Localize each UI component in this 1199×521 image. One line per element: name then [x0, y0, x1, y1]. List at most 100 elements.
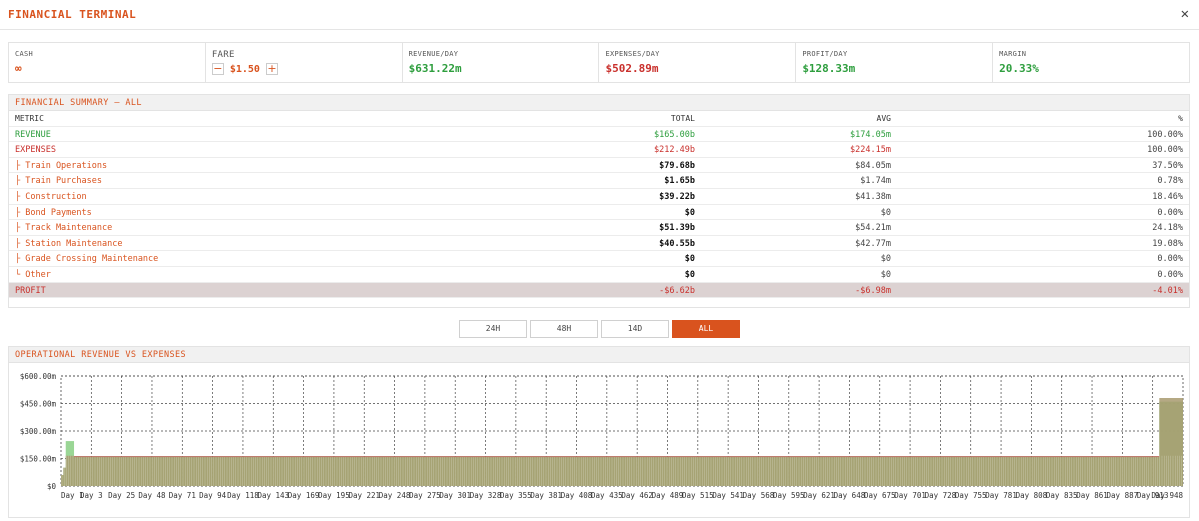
y-tick-label: $150.00m	[20, 455, 57, 464]
table-row: ├ Train Purchases $1.65b $1.74m 0.78%	[9, 173, 1189, 189]
item-total: $0	[684, 254, 695, 265]
stat-fare: FARE − $1.50 +	[206, 43, 403, 82]
fare-value: $1.50	[229, 63, 260, 75]
table-row: ├ Grade Crossing Maintenance $0 $0 0.00%	[9, 251, 1189, 267]
x-tick-label: Day 913	[1137, 491, 1169, 500]
y-tick-label: $450.00m	[20, 400, 57, 409]
revenue-pct: 100.00%	[1147, 129, 1183, 140]
fare-decrease-button[interactable]: −	[211, 62, 224, 75]
x-tick-label: Day 781	[985, 491, 1017, 500]
table-row: ├ Station Maintenance $40.55b $42.77m 19…	[9, 236, 1189, 252]
profit-row: PROFIT -$6.62b -$6.98m -4.01%	[9, 282, 1189, 299]
header-avg: AVG	[876, 114, 891, 123]
profit-total: -$6.62b	[659, 285, 695, 296]
item-total: $40.55b	[659, 238, 695, 249]
x-tick-label: Day 887	[1107, 491, 1139, 500]
stat-cash-value: ∞	[15, 62, 22, 75]
x-tick-label: Day 462	[621, 491, 653, 500]
x-tick-label: Day 143	[257, 491, 289, 500]
stat-cash-label: CASH	[15, 50, 34, 58]
item-pct: 0.00%	[1157, 254, 1183, 265]
x-tick-label: Day 515	[682, 491, 714, 500]
expenses-avg: $224.15m	[850, 145, 891, 156]
profit-pct: -4.01%	[1152, 285, 1183, 296]
x-tick-label: Day 48	[138, 491, 166, 500]
range-button-all[interactable]: ALL	[672, 320, 740, 338]
item-pct: 37.50%	[1152, 160, 1183, 171]
window-title: FINANCIAL TERMINAL	[8, 8, 137, 21]
financial-summary: FINANCIAL SUMMARY — ALL METRIC TOTAL AVG…	[8, 94, 1190, 308]
revenue-row: REVENUE $165.00b $174.05m 100.00%	[9, 127, 1189, 143]
range-button-48h[interactable]: 48H	[530, 320, 598, 338]
x-tick-label: Day 648	[834, 491, 866, 500]
stat-margin-label: MARGIN	[999, 50, 1027, 58]
range-button-14d[interactable]: 14D	[601, 320, 669, 338]
item-metric: ├ Grade Crossing Maintenance	[15, 254, 159, 265]
time-range-selector: 24H 48H 14D ALL	[459, 320, 740, 338]
item-metric: ├ Station Maintenance	[15, 238, 123, 249]
x-tick-label: Day 221	[348, 491, 380, 500]
expense-bar	[74, 456, 1160, 486]
item-avg: $84.05m	[855, 160, 891, 171]
stat-revenue-day-label: REVENUE/DAY	[408, 50, 459, 58]
x-tick-label: Day 71	[169, 491, 196, 500]
x-tick-label: Day 118	[227, 491, 259, 500]
item-pct: 0.00%	[1157, 269, 1183, 280]
profit-metric: PROFIT	[15, 285, 46, 296]
x-tick-label: Day 275	[409, 491, 441, 500]
stats-bar: CASH ∞ FARE − $1.50 + REVENUE/DAY $631.2…	[8, 42, 1190, 83]
profit-avg: -$6.98m	[855, 285, 891, 296]
x-tick-label: Day 595	[773, 491, 805, 500]
item-pct: 18.46%	[1152, 191, 1183, 202]
header-total: TOTAL	[670, 114, 695, 123]
x-tick-label: Day 25	[108, 491, 135, 500]
y-tick-label: $600.00m	[20, 372, 57, 381]
stat-fare-label: FARE	[211, 50, 235, 60]
expense-bar	[1159, 398, 1183, 486]
x-tick-label: Day 675	[864, 491, 896, 500]
item-metric: ├ Train Purchases	[15, 176, 102, 187]
x-tick-label: Day 301	[439, 491, 471, 500]
chart-title: OPERATIONAL REVENUE VS EXPENSES	[9, 347, 1189, 363]
x-tick-label: Day 755	[955, 491, 987, 500]
x-tick-label: Day 621	[803, 491, 835, 500]
header-pct: %	[1178, 114, 1183, 123]
expense-bar	[65, 455, 75, 486]
x-tick-label: Day 3	[80, 491, 103, 500]
revenue-avg: $174.05m	[850, 129, 891, 140]
close-icon[interactable]: ✕	[1180, 6, 1189, 22]
x-tick-label: Day 489	[652, 491, 684, 500]
item-pct: 0.00%	[1157, 207, 1183, 218]
stat-profit-day-value: $128.33m	[802, 62, 856, 75]
revenue-metric: REVENUE	[15, 129, 51, 140]
item-avg: $1.74m	[860, 176, 891, 187]
stat-expenses-day: EXPENSES/DAY $502.89m	[599, 43, 797, 82]
item-metric: ├ Construction	[15, 191, 87, 202]
stat-profit-day: PROFIT/DAY $128.33m	[796, 43, 994, 82]
x-tick-label: Day 1	[61, 491, 84, 500]
item-avg: $0	[880, 254, 891, 265]
range-button-24h[interactable]: 24H	[459, 320, 527, 338]
table-row: └ Other $0 $0 0.00%	[9, 267, 1189, 283]
stat-cash: CASH ∞	[9, 43, 206, 82]
stat-expenses-day-value: $502.89m	[605, 62, 659, 75]
item-total: $39.22b	[659, 191, 695, 202]
stat-margin-value: 20.33%	[999, 62, 1039, 75]
expense-bar	[61, 475, 64, 486]
revenue-total: $165.00b	[654, 129, 695, 140]
x-tick-label: Day 408	[561, 491, 593, 500]
x-tick-label: Day 195	[318, 491, 350, 500]
item-total: $51.39b	[659, 223, 695, 234]
x-tick-label: Day 541	[712, 491, 744, 500]
x-tick-label: Day 948	[1151, 491, 1183, 500]
x-tick-label: Day 355	[500, 491, 532, 500]
item-avg: $41.38m	[855, 191, 891, 202]
item-total: $0	[684, 207, 695, 218]
fare-increase-button[interactable]: +	[265, 62, 278, 75]
x-tick-label: Day 328	[470, 491, 502, 500]
x-tick-label: Day 728	[925, 491, 957, 500]
stat-margin: MARGIN 20.33%	[993, 43, 1189, 82]
y-tick-label: $0	[47, 482, 57, 491]
expenses-total: $212.49b	[654, 145, 695, 156]
